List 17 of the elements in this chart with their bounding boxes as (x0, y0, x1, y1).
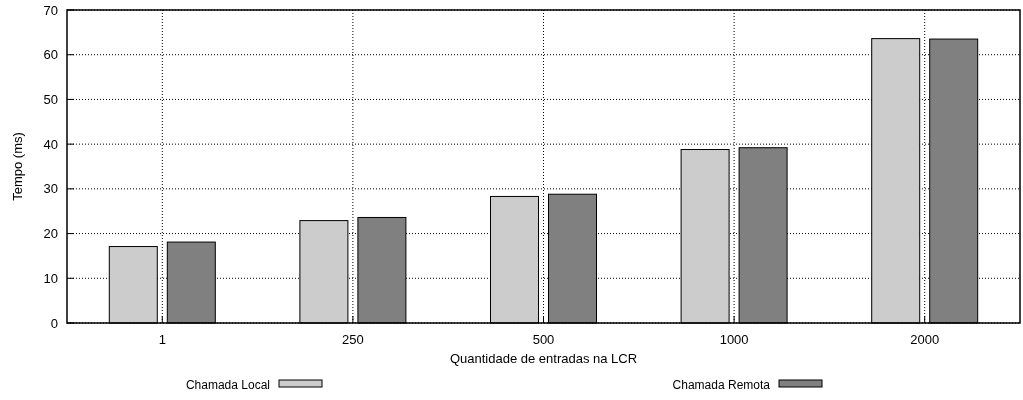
y-tick-label: 0 (50, 315, 58, 331)
x-tick-label: 1000 (719, 332, 749, 347)
y-tick-label: 50 (43, 91, 58, 107)
y-tick-label: 10 (43, 270, 58, 286)
legend-label: Chamada Remota (672, 378, 771, 392)
y-axis-title: Tempo (ms) (10, 132, 25, 201)
y-tick-label: 40 (43, 136, 58, 152)
legend-label: Chamada Local (185, 378, 270, 392)
x-tick-label: 2000 (910, 332, 940, 347)
x-axis-title: Quantidade de entradas na LCR (449, 351, 638, 366)
y-tick-label: 70 (43, 2, 58, 18)
x-tick-label: 1 (158, 332, 166, 347)
x-tick-label: 500 (532, 332, 555, 347)
y-tick-label: 60 (43, 47, 58, 63)
y-tick-label: 20 (43, 226, 58, 242)
x-tick-label: 250 (342, 332, 364, 347)
y-tick-label: 30 (43, 181, 58, 197)
